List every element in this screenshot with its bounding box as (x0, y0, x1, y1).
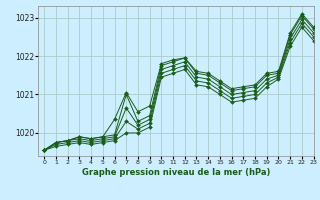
X-axis label: Graphe pression niveau de la mer (hPa): Graphe pression niveau de la mer (hPa) (82, 168, 270, 177)
